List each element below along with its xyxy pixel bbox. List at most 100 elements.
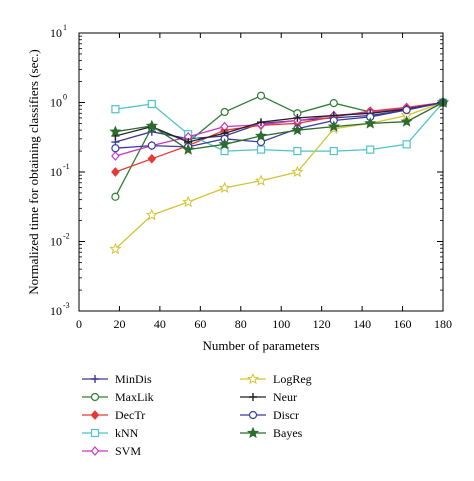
y-tick-label: 101 xyxy=(50,23,67,40)
y-tick-base: 10 xyxy=(50,235,62,249)
legend-marker xyxy=(90,446,100,456)
y-tick-label: 10-1 xyxy=(50,162,70,179)
legend-label: MinDis xyxy=(115,372,152,386)
x-tick-label: 140 xyxy=(353,317,371,331)
legend-marker xyxy=(249,393,257,401)
legend-item: DecTr xyxy=(82,408,145,422)
data-point xyxy=(182,143,195,155)
y-tick-exponent: -3 xyxy=(63,301,70,310)
legend-item: Neur xyxy=(240,390,297,404)
axis-ticks: 0 20 40 60 80 100 120 140 160 18010-310-210-11001… xyxy=(50,23,452,331)
y-tick-exponent: 0 xyxy=(63,93,67,102)
y-tick-base: 10 xyxy=(50,26,62,40)
legend-marker xyxy=(91,375,99,383)
data-point xyxy=(366,145,375,154)
series-line xyxy=(115,101,444,143)
data-point xyxy=(109,242,122,255)
x-tick-label: 20 xyxy=(113,317,125,331)
data-point xyxy=(257,118,265,127)
legend-item: Bayes xyxy=(240,426,303,440)
x-tick-label: 180 xyxy=(434,317,452,331)
legend-label: DecTr xyxy=(115,408,145,422)
legend-item: SVM xyxy=(82,444,141,458)
data-point xyxy=(291,165,304,178)
data-point xyxy=(400,115,413,127)
data-point xyxy=(256,91,266,100)
legend-item: LogReg xyxy=(240,372,312,386)
data-point xyxy=(111,167,120,177)
series-line xyxy=(115,101,444,149)
series-line xyxy=(114,101,444,250)
data-point xyxy=(218,137,231,150)
y-tick-exponent: -1 xyxy=(63,162,70,171)
data-point xyxy=(147,99,156,109)
legend-marker xyxy=(248,410,258,420)
data-point xyxy=(364,117,377,129)
data-point xyxy=(254,174,268,186)
y-tick-label: 100 xyxy=(50,93,67,110)
x-axis-label: Number of parameters xyxy=(203,338,320,353)
data-point xyxy=(145,119,158,132)
series-line xyxy=(115,101,444,151)
data-point xyxy=(147,141,156,150)
legend-marker xyxy=(90,392,100,402)
data-point xyxy=(111,144,120,153)
x-tick-label: 100 xyxy=(272,317,290,331)
legend-label: Bayes xyxy=(273,426,303,440)
legend-item: MaxLik xyxy=(82,390,154,404)
data-point xyxy=(109,125,122,137)
legend-label: MaxLik xyxy=(115,390,154,404)
data-point xyxy=(327,120,340,132)
data-point xyxy=(329,99,338,108)
y-tick-label: 10-3 xyxy=(50,301,70,318)
legend-item: Discr xyxy=(240,408,299,422)
plot-frame xyxy=(78,32,444,312)
data-point xyxy=(402,140,411,149)
plot-series xyxy=(109,91,450,255)
data-point xyxy=(182,195,195,208)
y-tick-label: 10-2 xyxy=(50,232,70,249)
legend-marker xyxy=(90,410,100,420)
series-bayes xyxy=(109,96,450,155)
data-point xyxy=(291,123,304,136)
data-point xyxy=(402,105,411,115)
data-point xyxy=(218,181,231,194)
data-point xyxy=(147,153,157,164)
y-tick-base: 10 xyxy=(50,304,62,318)
series-logreg xyxy=(109,96,450,255)
legend-label: Neur xyxy=(273,390,297,404)
legend-item: kNN xyxy=(82,426,139,440)
legend-marker xyxy=(246,426,260,439)
legend-label: SVM xyxy=(115,444,141,458)
data-point xyxy=(145,208,158,221)
y-tick-base: 10 xyxy=(50,165,62,179)
data-point xyxy=(111,192,120,201)
legend-label: kNN xyxy=(115,426,139,440)
legend-label: LogReg xyxy=(273,372,312,386)
y-tick-base: 10 xyxy=(50,96,62,110)
x-tick-label: 60 xyxy=(194,317,206,331)
data-point xyxy=(329,146,338,156)
legend-label: Discr xyxy=(273,408,299,422)
y-axis-label: Normalized time for obtaining classifier… xyxy=(26,49,41,294)
y-tick-exponent: 1 xyxy=(63,23,67,32)
data-point xyxy=(220,146,229,156)
series-line xyxy=(115,102,444,152)
data-point xyxy=(293,146,302,156)
data-point xyxy=(111,151,120,161)
x-tick-label: 120 xyxy=(313,317,331,331)
x-tick-label: 80 xyxy=(235,317,247,331)
x-tick-label: 160 xyxy=(394,317,412,331)
y-tick-exponent: -2 xyxy=(63,232,70,241)
legend-marker xyxy=(90,428,100,438)
series-line xyxy=(115,101,444,157)
series-line xyxy=(115,101,444,173)
data-point xyxy=(111,105,120,114)
data-point xyxy=(256,145,266,154)
x-tick-label: 0 xyxy=(76,317,82,331)
data-point xyxy=(220,107,229,117)
legend-marker xyxy=(246,372,260,385)
x-tick-label: 40 xyxy=(154,317,166,331)
data-point xyxy=(293,113,302,122)
